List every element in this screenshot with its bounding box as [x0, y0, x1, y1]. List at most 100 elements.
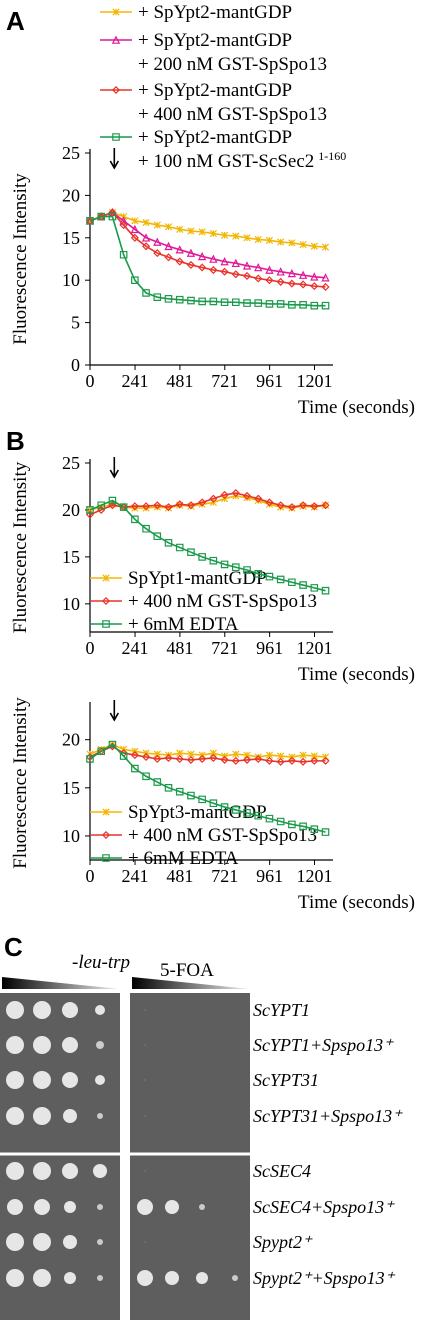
y-tick-label: 5 — [71, 313, 80, 333]
marker — [164, 253, 173, 262]
marker — [287, 279, 296, 288]
marker — [186, 248, 196, 257]
x-tick-label: 481 — [166, 371, 193, 391]
legend-detail: + 200 nM GST-SpSpo13 — [138, 54, 327, 75]
legend-label: + SpYpt2-mantGDP — [138, 2, 292, 23]
x-tick-label: 241 — [122, 638, 149, 658]
marker — [231, 756, 240, 765]
marker — [111, 35, 121, 44]
strain-label: ScSEC4+Spspo13⁺ — [253, 1197, 395, 1217]
colony-spot — [165, 1271, 179, 1285]
marker — [299, 300, 307, 309]
marker — [321, 282, 330, 292]
marker — [198, 297, 206, 306]
colony-spot — [33, 1036, 51, 1054]
marker — [186, 755, 195, 764]
marker — [209, 265, 218, 275]
colony-spot — [34, 1199, 50, 1215]
marker — [220, 490, 229, 499]
panel-label: B — [6, 426, 25, 456]
marker — [86, 506, 94, 514]
colony-spot — [6, 1071, 24, 1089]
x-tick-label: 1201 — [296, 371, 332, 391]
strain-label: ScSEC4 — [253, 1161, 311, 1181]
colony-spot — [196, 1272, 208, 1284]
marker — [232, 806, 240, 814]
marker — [321, 756, 330, 765]
data-line — [89, 745, 326, 763]
marker — [175, 245, 184, 254]
marker — [209, 229, 217, 238]
strain-label: ScYPT31+Spspo13⁺ — [253, 1106, 403, 1126]
colony-spot — [144, 1241, 146, 1243]
marker — [232, 232, 240, 240]
colony-spot — [64, 1201, 76, 1213]
marker — [153, 221, 161, 229]
y-axis-label: Fluorescence Intensity — [10, 697, 31, 869]
marker — [254, 262, 263, 272]
colony-spot — [144, 1170, 146, 1172]
series — [85, 742, 330, 766]
colony-spot — [33, 1233, 51, 1251]
strain-label: ScYPT31 — [253, 1070, 319, 1090]
marker — [242, 491, 252, 500]
marker — [299, 240, 307, 249]
marker — [299, 751, 307, 759]
colony-spot — [64, 1272, 76, 1284]
colony-spot — [96, 1041, 104, 1049]
marker — [164, 503, 173, 512]
colony-spot — [62, 1163, 78, 1179]
y-axis-label: Fluorescence Intensity — [10, 173, 31, 345]
y-tick-label: 0 — [71, 355, 80, 375]
marker — [175, 257, 184, 266]
marker — [175, 754, 184, 763]
y-tick-label: 10 — [62, 270, 80, 290]
marker — [164, 539, 173, 547]
marker — [243, 299, 251, 307]
marker — [277, 238, 285, 246]
colony-spot — [6, 1036, 24, 1054]
y-tick-label: 15 — [62, 228, 80, 248]
marker — [310, 584, 319, 592]
arrow — [109, 457, 119, 479]
x-tick-label: 1201 — [296, 638, 332, 658]
marker — [209, 297, 218, 306]
marker — [265, 814, 274, 823]
marker — [299, 757, 308, 766]
series — [86, 740, 330, 836]
marker — [86, 217, 94, 225]
marker — [231, 488, 240, 498]
marker — [198, 263, 207, 272]
marker — [310, 272, 319, 281]
marker — [254, 274, 263, 283]
legend-label: + 6mM EDTA — [128, 848, 239, 869]
marker — [130, 502, 139, 511]
marker — [131, 217, 139, 225]
marker — [209, 799, 218, 808]
marker — [142, 242, 151, 251]
marker — [254, 494, 263, 503]
marker — [243, 809, 251, 817]
colony-spot — [97, 1204, 103, 1210]
marker — [242, 755, 252, 764]
marker — [288, 578, 296, 587]
colony-spot — [137, 1270, 153, 1286]
marker — [153, 249, 162, 258]
marker — [119, 752, 128, 760]
marker — [175, 500, 184, 509]
marker — [287, 268, 297, 278]
colony-spot — [232, 1275, 238, 1281]
marker — [220, 267, 229, 276]
data-line — [89, 492, 326, 516]
marker — [321, 586, 330, 595]
colony-spot — [7, 1199, 23, 1215]
marker — [242, 261, 252, 270]
colony-spot — [6, 1233, 24, 1251]
series — [86, 496, 330, 595]
colony-spot — [199, 1204, 205, 1210]
marker — [164, 295, 173, 303]
marker — [101, 830, 111, 840]
marker — [153, 501, 162, 510]
marker — [112, 133, 120, 141]
plate-title: -leu-trp — [72, 952, 130, 973]
